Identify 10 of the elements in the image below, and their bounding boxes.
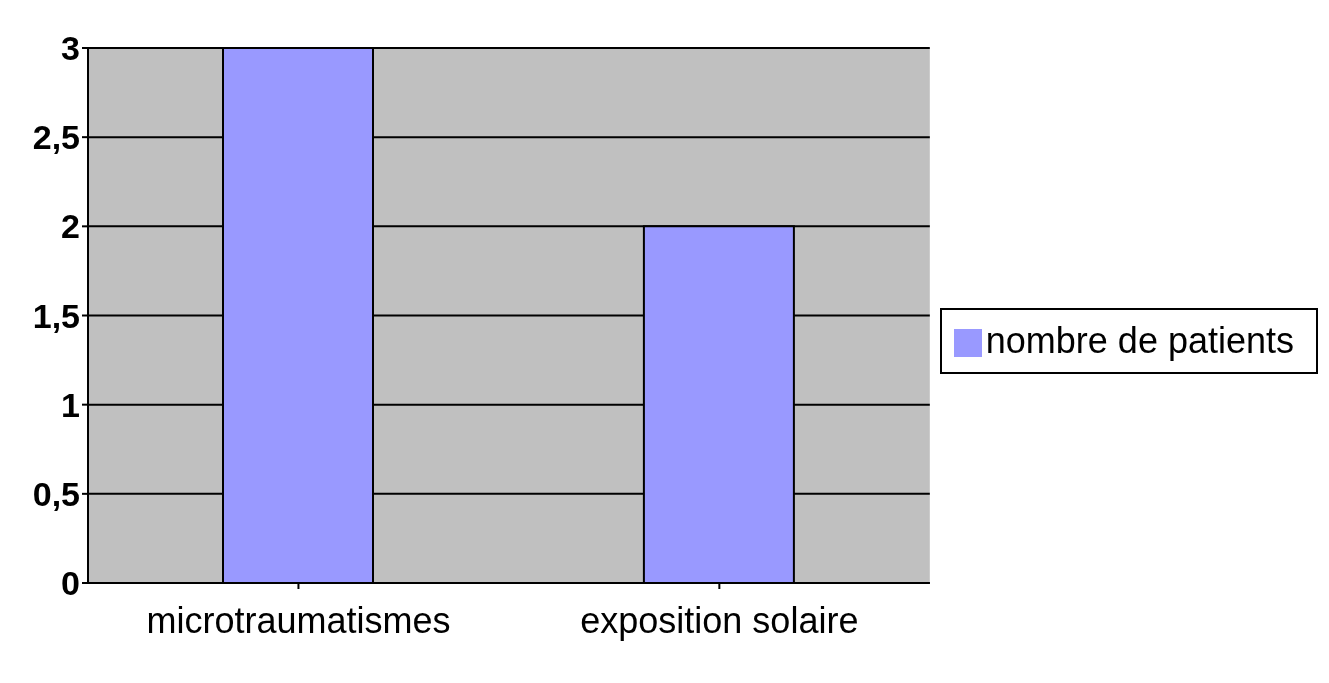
y-tick-label: 0,5 (32, 474, 80, 513)
x-tick-label: microtraumatismes (146, 599, 451, 641)
y-tick-label: 3 (61, 29, 80, 68)
y-tick-label: 2,5 (32, 118, 80, 157)
y-tick-label: 1,5 (32, 296, 80, 335)
x-tick-label: exposition solaire (580, 599, 859, 641)
legend-label: nombre de patients (985, 319, 1294, 361)
y-tick-label: 2 (61, 207, 80, 246)
y-tick-label: 1 (61, 385, 80, 424)
y-tick-label: 0 (61, 564, 80, 603)
